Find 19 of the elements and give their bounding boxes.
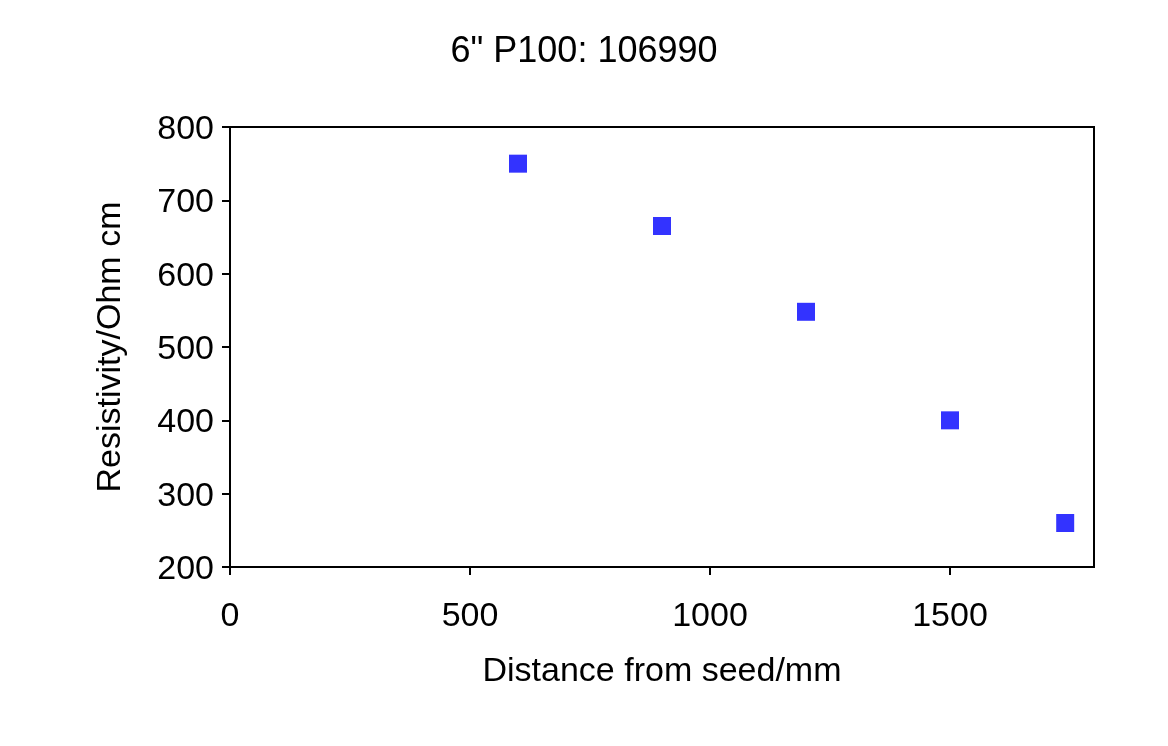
point: [797, 302, 815, 321]
chart-title: 6" P100: 106990: [450, 28, 718, 70]
y-tick-label: 500: [157, 328, 214, 366]
y-tick-label: 700: [157, 181, 214, 220]
x-tick-label: 1500: [912, 595, 988, 633]
x-axis-title: Distance from seed/mm: [482, 650, 842, 688]
x-tick-label: 500: [441, 595, 499, 633]
y-tick-label: 600: [157, 254, 214, 293]
y-tick-label: 800: [157, 108, 214, 146]
y-tick-label: 400: [157, 401, 214, 440]
point: [509, 154, 527, 173]
point: [1056, 514, 1075, 532]
y-tick-label: 200: [157, 548, 214, 586]
y-tick-label: 300: [157, 474, 214, 513]
x-tick-label: 1000: [672, 595, 748, 633]
x-tick-label: 0: [220, 595, 240, 633]
point: [653, 217, 671, 235]
y-axis-title: Resistivity/Ohm cm: [89, 201, 127, 493]
point: [941, 411, 959, 430]
